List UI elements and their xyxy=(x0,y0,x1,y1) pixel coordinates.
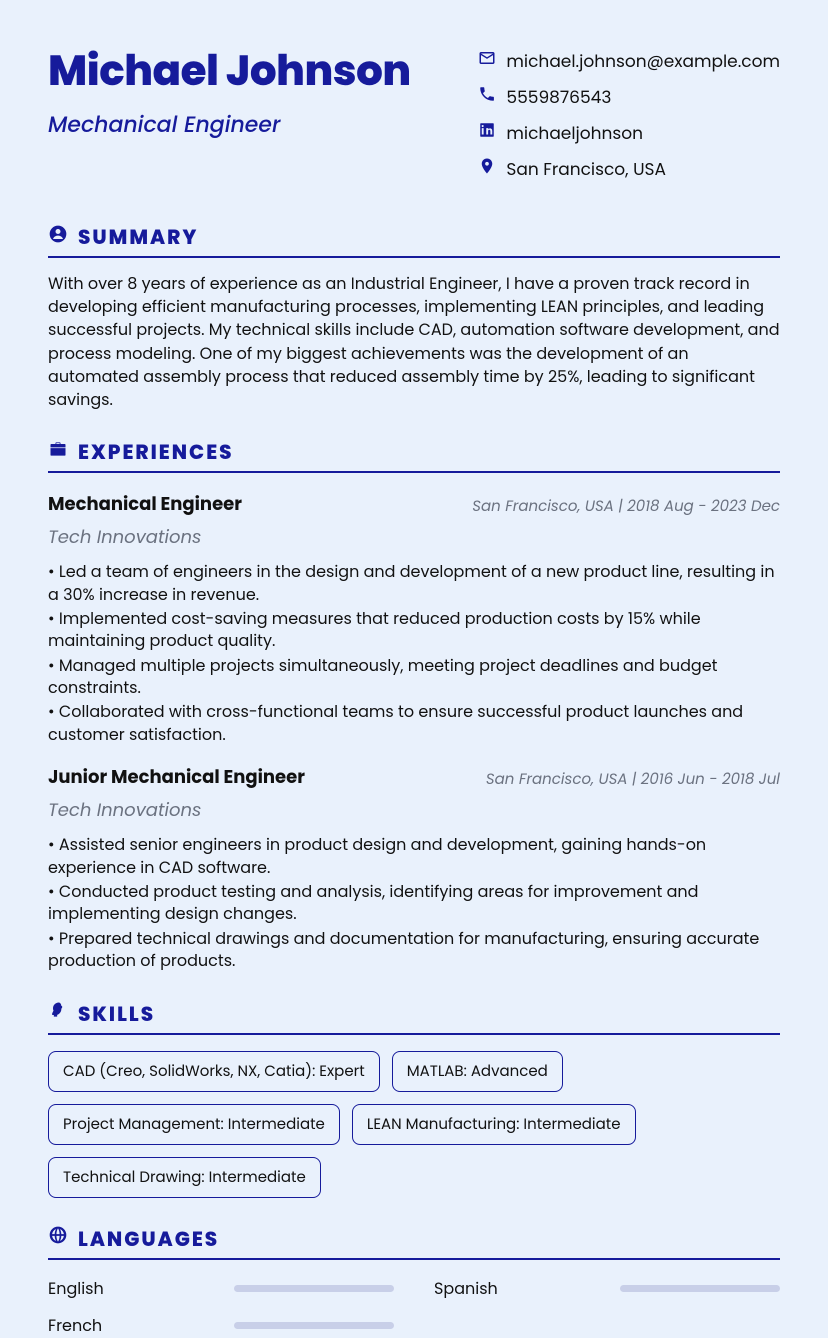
experience-role: Mechanical Engineer xyxy=(48,491,242,518)
contact-email: michael.johnson@example.com xyxy=(478,48,780,74)
experiences-list: Mechanical Engineer San Francisco, USA | … xyxy=(48,491,780,972)
experience-meta: San Francisco, USA | 2018 Aug - 2023 Dec xyxy=(472,495,780,518)
bullet: • Conducted product testing and analysis… xyxy=(48,881,780,926)
languages-section: LANGUAGES English Spanish French xyxy=(48,1224,780,1338)
skills-list: CAD (Creo, SolidWorks, NX, Catia): Exper… xyxy=(48,1051,780,1198)
skill-pill: Technical Drawing: Intermediate xyxy=(48,1157,321,1198)
language-bar xyxy=(234,1285,394,1292)
experience-bullets: • Led a team of engineers in the design … xyxy=(48,561,780,746)
language-name: French xyxy=(48,1313,102,1338)
bullet: • Prepared technical drawings and docume… xyxy=(48,928,780,973)
summary-section: SUMMARY With over 8 years of experience … xyxy=(48,222,780,411)
email-icon xyxy=(478,48,496,74)
identity: Michael Johnson Mechanical Engineer xyxy=(48,48,411,141)
language-bar xyxy=(620,1285,780,1292)
skill-pill: LEAN Manufacturing: Intermediate xyxy=(352,1104,636,1145)
experiences-section: EXPERIENCES Mechanical Engineer San Franc… xyxy=(48,437,780,972)
contact-block: michael.johnson@example.com 5559876543 m… xyxy=(478,48,780,192)
experience-item: Mechanical Engineer San Francisco, USA | … xyxy=(48,491,780,746)
location-text: San Francisco, USA xyxy=(506,156,666,182)
bullet: • Led a team of engineers in the design … xyxy=(48,561,780,606)
skill-pill: Project Management: Intermediate xyxy=(48,1104,340,1145)
language-bar xyxy=(234,1322,394,1329)
skill-pill: MATLAB: Advanced xyxy=(392,1051,563,1092)
bullet: • Collaborated with cross-functional tea… xyxy=(48,701,780,746)
email-text: michael.johnson@example.com xyxy=(506,48,780,74)
header: Michael Johnson Mechanical Engineer mich… xyxy=(48,48,780,192)
language-name: Spanish xyxy=(434,1276,498,1301)
experience-item: Junior Mechanical Engineer San Francisco,… xyxy=(48,764,780,972)
phone-text: 5559876543 xyxy=(506,84,611,110)
experience-role: Junior Mechanical Engineer xyxy=(48,764,305,791)
briefcase-icon xyxy=(48,439,68,466)
summary-head: SUMMARY xyxy=(48,222,780,258)
contact-phone: 5559876543 xyxy=(478,84,780,110)
job-title: Mechanical Engineer xyxy=(48,108,411,141)
skill-pill: CAD (Creo, SolidWorks, NX, Catia): Exper… xyxy=(48,1051,380,1092)
bullet: • Implemented cost-saving measures that … xyxy=(48,608,780,653)
language-name: English xyxy=(48,1276,104,1301)
contact-location: San Francisco, USA xyxy=(478,156,780,182)
phone-icon xyxy=(478,84,496,110)
linkedin-text: michaeljohnson xyxy=(506,120,643,146)
language-item: English xyxy=(48,1276,394,1301)
experiences-title: EXPERIENCES xyxy=(78,437,234,467)
experience-company: Tech Innovations xyxy=(48,524,780,551)
bullet: • Assisted senior engineers in product d… xyxy=(48,834,780,879)
experience-company: Tech Innovations xyxy=(48,797,780,824)
skills-head: SKILLS xyxy=(48,999,780,1035)
summary-text: With over 8 years of experience as an In… xyxy=(48,272,780,411)
name: Michael Johnson xyxy=(48,48,411,94)
language-item: French xyxy=(48,1313,394,1338)
summary-title: SUMMARY xyxy=(78,222,198,252)
linkedin-icon xyxy=(478,120,496,146)
experience-bullets: • Assisted senior engineers in product d… xyxy=(48,834,780,972)
skills-title: SKILLS xyxy=(78,999,155,1029)
language-item: Spanish xyxy=(434,1276,780,1301)
head-icon xyxy=(48,1000,68,1027)
location-icon xyxy=(478,156,496,182)
globe-icon xyxy=(48,1225,68,1252)
person-icon xyxy=(48,224,68,251)
skills-section: SKILLS CAD (Creo, SolidWorks, NX, Catia)… xyxy=(48,999,780,1198)
languages-list: English Spanish French xyxy=(48,1276,780,1338)
experience-meta: San Francisco, USA | 2016 Jun - 2018 Jul xyxy=(486,768,780,791)
contact-linkedin: michaeljohnson xyxy=(478,120,780,146)
languages-head: LANGUAGES xyxy=(48,1224,780,1260)
bullet: • Managed multiple projects simultaneous… xyxy=(48,655,780,700)
experiences-head: EXPERIENCES xyxy=(48,437,780,473)
languages-title: LANGUAGES xyxy=(78,1224,219,1254)
